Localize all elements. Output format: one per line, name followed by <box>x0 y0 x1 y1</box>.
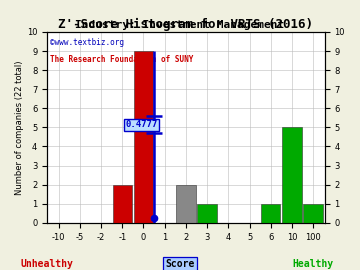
Text: Score: Score <box>165 259 195 269</box>
Bar <box>176 185 195 223</box>
Bar <box>282 127 302 223</box>
Bar <box>261 204 280 223</box>
Text: Healthy: Healthy <box>293 259 334 269</box>
Text: The Research Foundation of SUNY: The Research Foundation of SUNY <box>50 55 193 64</box>
Bar <box>134 51 153 223</box>
Text: 0.4777: 0.4777 <box>126 120 158 129</box>
Text: Industry: Investment Management: Industry: Investment Management <box>75 20 285 30</box>
Y-axis label: Number of companies (22 total): Number of companies (22 total) <box>15 60 24 195</box>
Bar <box>197 204 217 223</box>
Title: Z'-Score Histogram for VRTS (2016): Z'-Score Histogram for VRTS (2016) <box>58 18 314 31</box>
Text: ©www.textbiz.org: ©www.textbiz.org <box>50 38 124 47</box>
Bar <box>303 204 323 223</box>
Text: Unhealthy: Unhealthy <box>21 259 73 269</box>
Bar <box>113 185 132 223</box>
